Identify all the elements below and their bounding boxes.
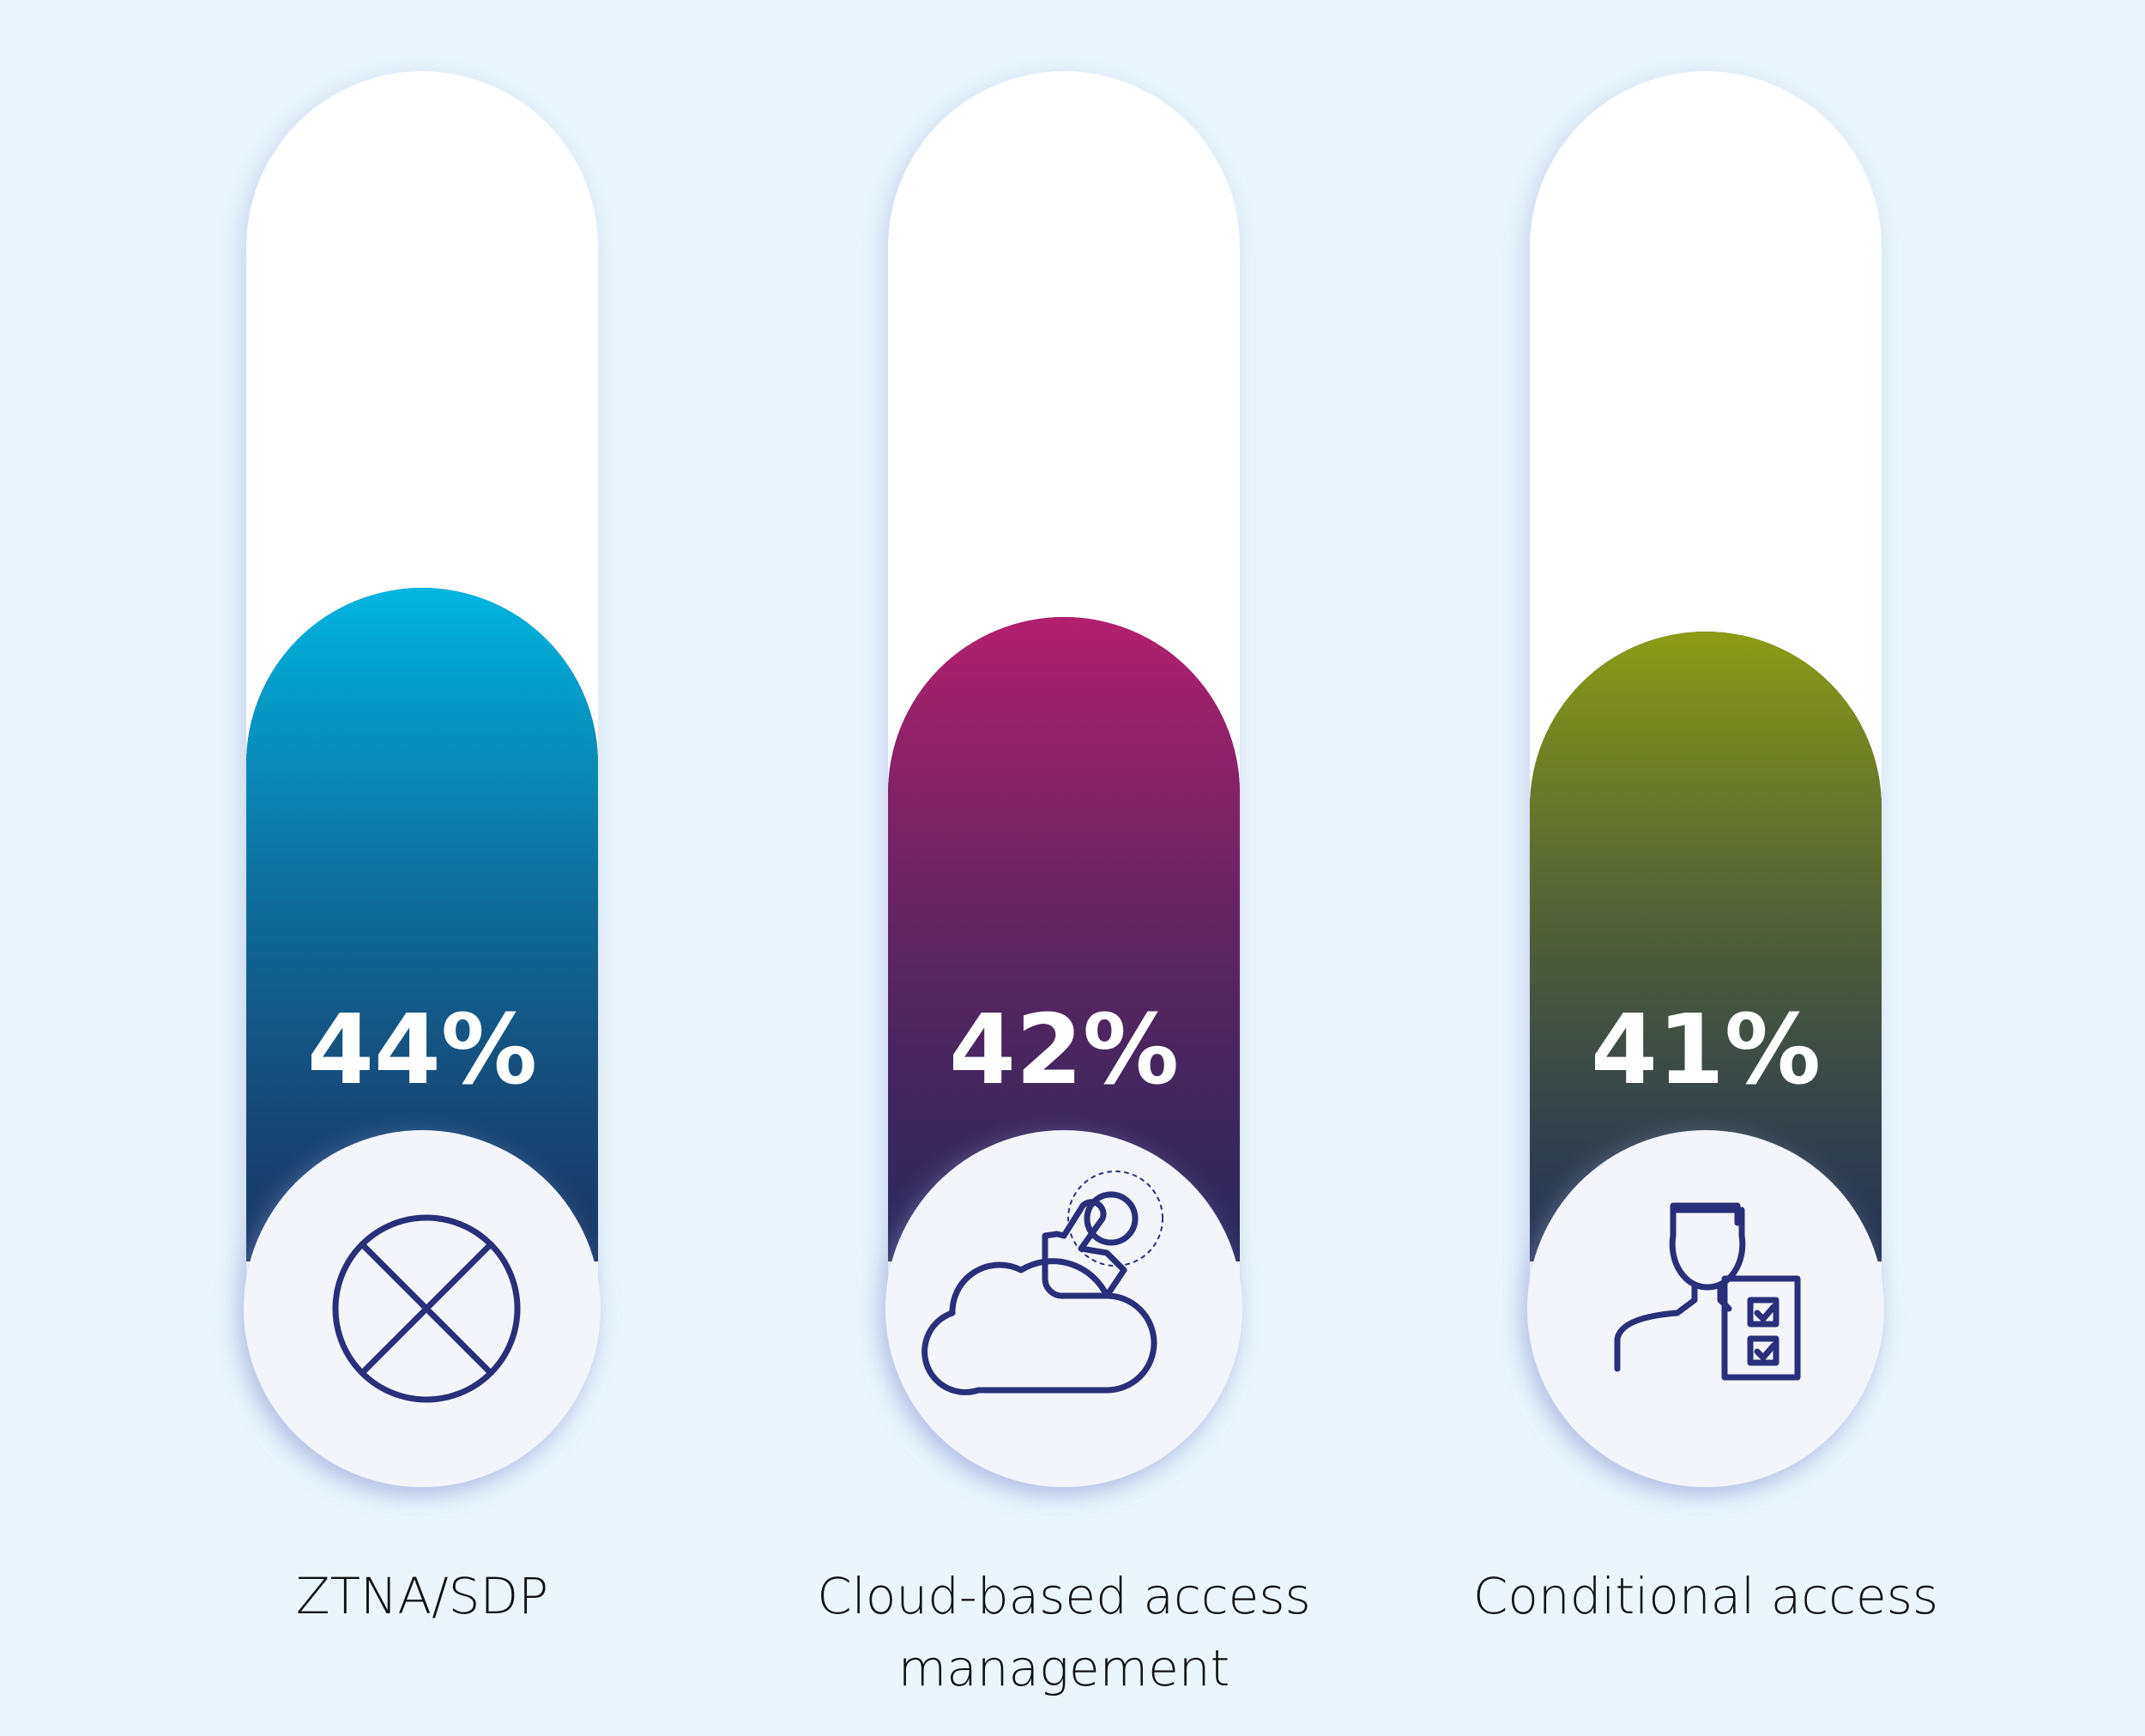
category-label: Cloud-based access management	[817, 1567, 1311, 1697]
icon-circle	[244, 1130, 601, 1487]
bar-shade	[888, 617, 1240, 1261]
bar-shade	[1530, 632, 1882, 1261]
icon-ztna	[332, 1214, 521, 1403]
bar-shade	[246, 588, 598, 1261]
icon-circle	[885, 1130, 1242, 1487]
icon-person	[1614, 1202, 1801, 1381]
category-label: ZTNA/SDP	[295, 1567, 549, 1625]
value-label: 44%	[307, 995, 537, 1106]
icon-circle	[1527, 1130, 1884, 1487]
icon-cloud	[921, 1170, 1163, 1395]
category-label: Conditional access	[1472, 1567, 1939, 1625]
value-label: 42%	[949, 995, 1179, 1106]
value-label: 41%	[1591, 995, 1821, 1106]
